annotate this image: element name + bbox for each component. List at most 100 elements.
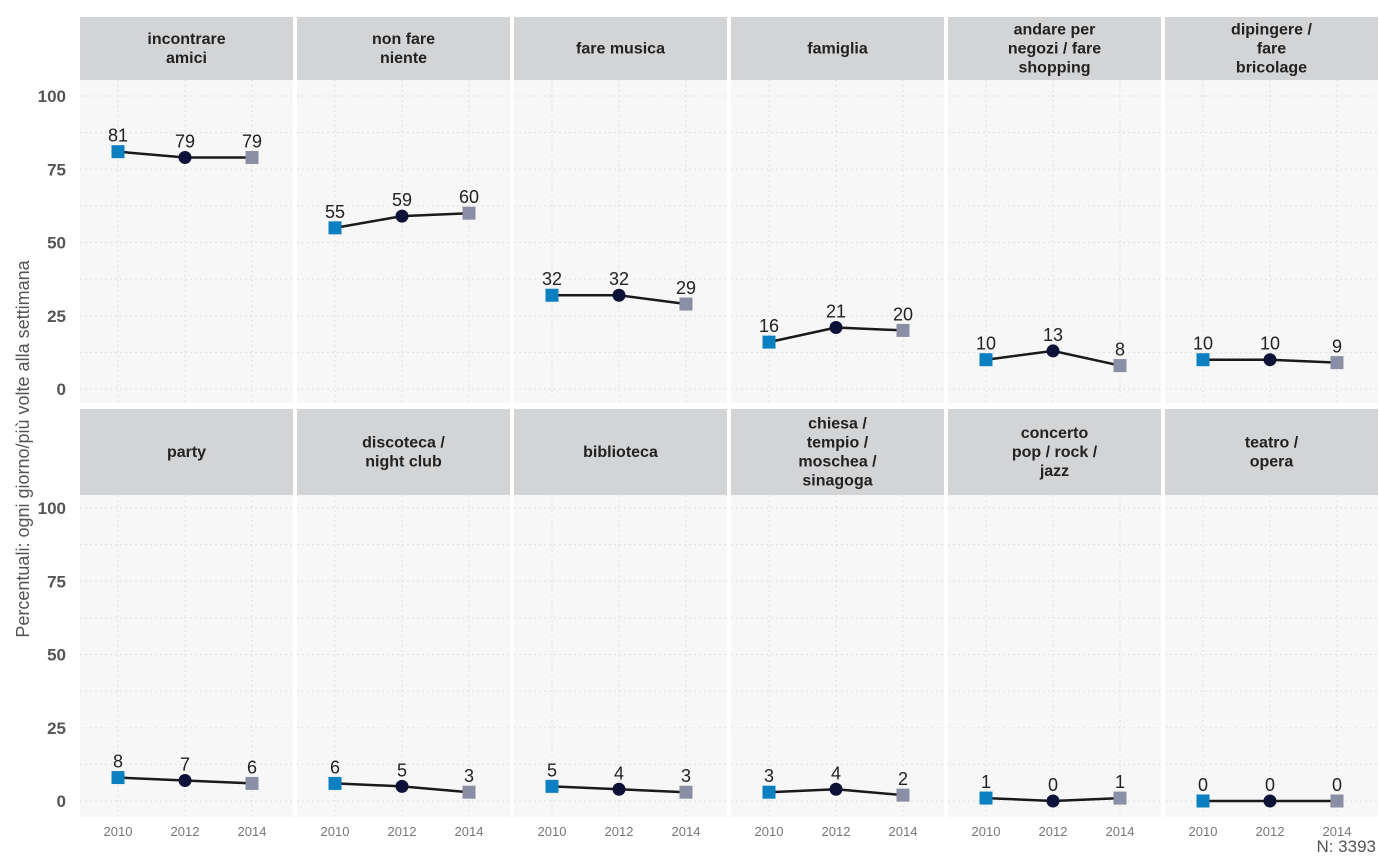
facet-5-data-label-2010: 10	[976, 334, 996, 354]
facet-5-title-line: negozi / fare	[1008, 41, 1101, 58]
facet-1-data-label-2010: 81	[108, 126, 128, 146]
x-tick-label: 2010	[321, 824, 350, 839]
facet-10-data-label-2014: 2	[898, 769, 908, 789]
facet-6-title-line: dipingere /	[1231, 22, 1312, 39]
facet-10-panel	[731, 495, 944, 817]
x-tick-label: 2010	[1189, 824, 1218, 839]
facet-2-point-2012	[395, 209, 409, 223]
facet-8-data-label-2010: 6	[330, 757, 340, 777]
facet-8-title-line: night club	[365, 454, 442, 471]
x-tick-label: 2014	[238, 824, 267, 839]
facet-2-title-line: niente	[380, 50, 427, 67]
facet-11-title-line: pop / rock /	[1012, 444, 1098, 461]
facet-8-point-2010	[328, 776, 342, 790]
facet-3-data-label-2014: 29	[676, 278, 696, 298]
y-tick-label: 75	[47, 160, 66, 179]
facet-6-data-label-2010: 10	[1193, 334, 1213, 354]
facet-9-title-line: biblioteca	[583, 444, 658, 461]
facet-6-data-label-2012: 10	[1260, 334, 1280, 354]
facet-3-data-label-2012: 32	[609, 269, 629, 289]
facet-12-point-2014	[1330, 794, 1344, 808]
facet-9-strip	[514, 409, 727, 495]
x-tick-label: 2012	[605, 824, 634, 839]
facet-7-data-label-2014: 6	[247, 757, 257, 777]
facet-1-strip	[80, 17, 293, 80]
facet-2-data-label-2010: 55	[325, 202, 345, 222]
facet-1-title-line: amici	[166, 50, 207, 67]
caption: N: 3393	[1316, 837, 1376, 856]
facet-9-point-2012	[612, 782, 626, 796]
facet-8-strip	[297, 409, 510, 495]
x-tick-label: 2014	[672, 824, 701, 839]
facet-4-point-2012	[829, 320, 843, 334]
facet-11-point-2012	[1046, 794, 1060, 808]
facet-6-title-line: bricolage	[1236, 60, 1307, 77]
facet-3-strip	[514, 17, 727, 80]
facet-7-point-2012	[178, 773, 192, 787]
facet-5-strip	[948, 17, 1161, 80]
facet-5-data-label-2014: 8	[1115, 340, 1125, 360]
facet-3-point-2010	[545, 288, 559, 302]
facet-4-panel	[731, 80, 944, 403]
facet-11-strip	[948, 409, 1161, 495]
facet-7-point-2010	[111, 771, 125, 785]
y-tick-label: 50	[47, 234, 66, 253]
facet-4-title-line: famiglia	[807, 41, 868, 58]
facet-3-panel	[514, 80, 727, 403]
facet-12-data-label-2010: 0	[1198, 775, 1208, 795]
facet-12-panel	[1165, 495, 1378, 817]
facet-10-strip	[731, 409, 944, 495]
facet-10-point-2010	[762, 785, 776, 799]
facet-3-data-label-2010: 32	[542, 269, 562, 289]
facet-10-data-label-2012: 4	[831, 763, 841, 783]
facet-11-title-line: concerto	[1021, 425, 1089, 442]
facet-2-point-2014	[462, 206, 476, 220]
facet-7-data-label-2010: 8	[113, 752, 123, 772]
facet-8-data-label-2012: 5	[397, 760, 407, 780]
facet-11-panel	[948, 495, 1161, 817]
facet-5-point-2012	[1046, 344, 1060, 358]
facet-7-strip	[80, 409, 293, 495]
facet-6-point-2014	[1330, 356, 1344, 370]
facet-1-point-2010	[111, 145, 125, 159]
facet-1-panel	[80, 80, 293, 403]
facet-1-title-line: incontrare	[147, 31, 225, 48]
x-tick-label: 2014	[455, 824, 484, 839]
y-tick-label: 50	[47, 646, 66, 665]
facet-8-title-line: discoteca /	[362, 435, 445, 452]
facet-10-point-2014	[896, 788, 910, 802]
facet-6-panel	[1165, 80, 1378, 403]
facet-7-data-label-2012: 7	[180, 754, 190, 774]
x-tick-label: 2012	[822, 824, 851, 839]
y-tick-label: 100	[38, 87, 66, 106]
facet-8-point-2012	[395, 779, 409, 793]
y-tick-label: 25	[47, 307, 66, 326]
facet-4-data-label-2012: 21	[826, 301, 846, 321]
facet-8-point-2014	[462, 785, 476, 799]
facet-5-data-label-2012: 13	[1043, 325, 1063, 345]
facet-12-data-label-2014: 0	[1332, 775, 1342, 795]
facet-2-data-label-2012: 59	[392, 190, 412, 210]
facet-2-data-label-2014: 60	[459, 187, 479, 207]
facet-9-data-label-2014: 3	[681, 766, 691, 786]
x-tick-label: 2012	[1039, 824, 1068, 839]
facet-5-title-line: andare per	[1014, 22, 1096, 39]
facet-7-point-2014	[245, 776, 259, 790]
facet-10-title-line: sinagoga	[802, 473, 872, 490]
facet-4-data-label-2010: 16	[759, 316, 779, 336]
row-separator	[80, 403, 1378, 409]
facet-9-point-2010	[545, 779, 559, 793]
x-tick-label: 2010	[104, 824, 133, 839]
facet-10-title-line: tempio /	[807, 435, 869, 452]
facet-1-data-label-2012: 79	[175, 132, 195, 152]
facet-6-point-2010	[1196, 353, 1210, 367]
facet-2-point-2010	[328, 221, 342, 235]
facet-1-data-label-2014: 79	[242, 132, 262, 152]
facet-4-strip	[731, 17, 944, 80]
x-tick-label: 2010	[538, 824, 567, 839]
facet-12-title-line: opera	[1250, 454, 1294, 471]
facet-8-data-label-2014: 3	[464, 766, 474, 786]
facet-10-title-line: chiesa /	[808, 416, 867, 433]
facet-12-data-label-2012: 0	[1265, 775, 1275, 795]
